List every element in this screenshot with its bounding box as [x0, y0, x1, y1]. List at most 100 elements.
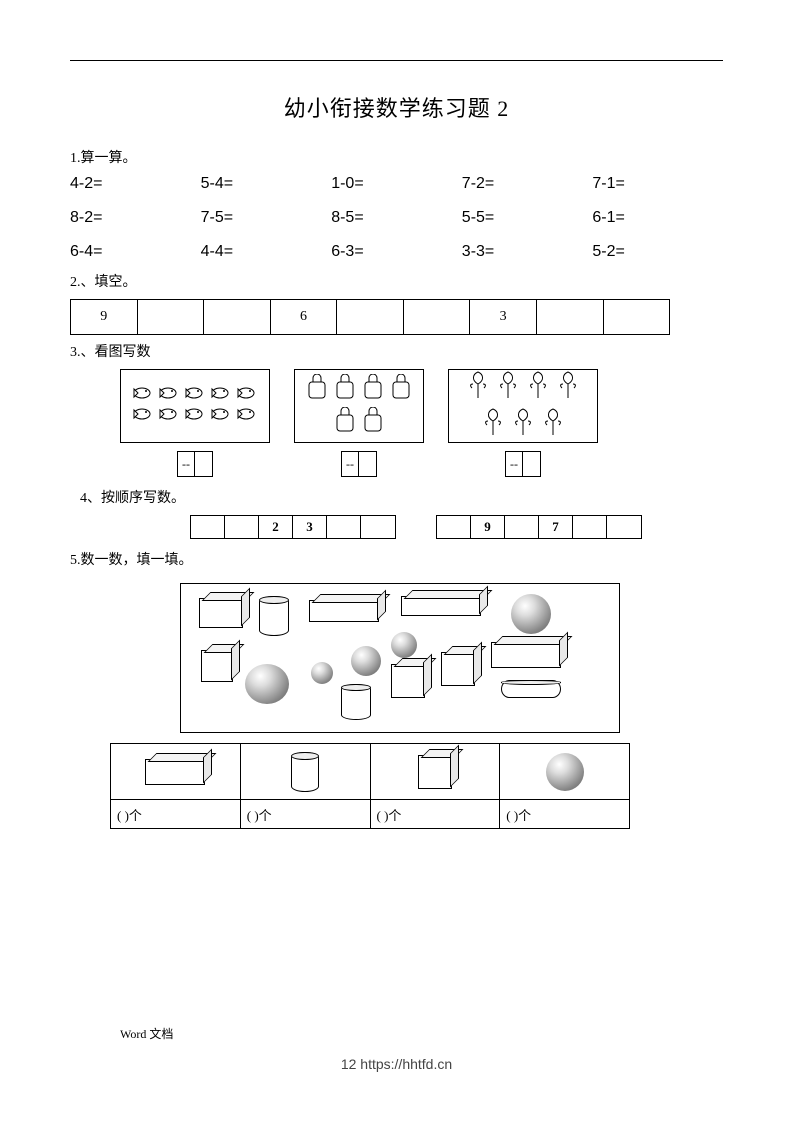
sphere-shape — [391, 632, 417, 658]
fill-cell[interactable] — [204, 300, 271, 334]
sphere-answer[interactable]: ( )个 — [500, 800, 629, 828]
section3-label: 3.、看图写数 — [70, 341, 723, 361]
cube-answer[interactable]: ( )个 — [371, 800, 500, 828]
sequence-table-2: 97 — [436, 515, 642, 539]
cuboid-shape — [491, 642, 561, 668]
pictograph-icon — [525, 370, 551, 405]
cuboid-shape — [309, 600, 379, 622]
section1-label: 1.算一算。 — [70, 147, 723, 167]
arith-item: 6-1= — [592, 209, 723, 227]
arith-item: 4-4= — [201, 243, 332, 261]
fill-blank-row: 9 6 3 — [70, 299, 670, 335]
fill-cell[interactable] — [604, 300, 670, 334]
picture-answer-row: -- -- -- — [120, 451, 723, 477]
pictograph-icon — [210, 407, 232, 426]
seq-cell[interactable] — [573, 516, 607, 538]
arith-item: 7-1= — [592, 175, 723, 193]
answer-box-2[interactable]: -- — [341, 451, 377, 477]
answer-box-3[interactable]: -- — [505, 451, 541, 477]
sphere-shape — [245, 664, 289, 704]
cuboid-icon — [145, 759, 205, 785]
arith-item: 6-4= — [70, 243, 201, 261]
worksheet-page: 幼小衔接数学练习题 2 1.算一算。 4-2=5-4=1-0=7-2=7-1=8… — [0, 0, 793, 1122]
sphere-icon — [546, 753, 584, 791]
arith-item: 1-0= — [331, 175, 462, 193]
top-rule — [70, 60, 723, 61]
fill-cell[interactable] — [138, 300, 205, 334]
pictograph-icon — [361, 374, 385, 405]
seq-cell[interactable] — [327, 516, 361, 538]
seq-cell[interactable]: 3 — [293, 516, 327, 538]
answer-box-1[interactable]: -- — [177, 451, 213, 477]
pictograph-icon — [480, 407, 506, 442]
pictograph-icon — [361, 407, 385, 438]
seq-cell[interactable] — [191, 516, 225, 538]
fill-cell[interactable]: 9 — [71, 300, 138, 334]
pictograph-icon — [132, 407, 154, 426]
section4-label: 4、按顺序写数。 — [80, 487, 723, 507]
footer-word: Word 文档 — [120, 1025, 173, 1042]
fill-cell[interactable] — [337, 300, 404, 334]
cylinder-shape — [501, 680, 561, 698]
seq-cell[interactable] — [437, 516, 471, 538]
pictograph-icon — [389, 374, 413, 405]
cylinder-answer[interactable]: ( )个 — [241, 800, 370, 828]
arith-item: 5-5= — [462, 209, 593, 227]
arith-item: 3-3= — [462, 243, 593, 261]
pictograph-icon — [510, 407, 536, 442]
fill-cell[interactable]: 3 — [470, 300, 537, 334]
arith-item: 8-5= — [331, 209, 462, 227]
pictograph-icon — [236, 407, 258, 426]
category-sphere: ( )个 — [500, 744, 629, 828]
picture-box-3 — [448, 369, 598, 443]
cube-shape — [201, 650, 233, 682]
category-table: ( )个 ( )个 ( )个 ( )个 — [110, 743, 630, 829]
picture-box-1 — [120, 369, 270, 443]
seq-cell[interactable] — [505, 516, 539, 538]
pictograph-icon — [158, 407, 180, 426]
pictograph-icon — [305, 374, 329, 405]
cylinder-icon — [291, 752, 319, 792]
pictograph-icon — [555, 370, 581, 405]
cylinder-shape — [341, 684, 371, 720]
cube-shape — [391, 664, 425, 698]
pictograph-icon — [236, 386, 258, 405]
sphere-shape — [311, 662, 333, 684]
sphere-shape — [351, 646, 381, 676]
page-title: 幼小衔接数学练习题 2 — [70, 91, 723, 123]
fill-cell[interactable] — [404, 300, 471, 334]
fill-cell[interactable] — [537, 300, 604, 334]
picture-row — [120, 369, 723, 443]
arith-item: 4-2= — [70, 175, 201, 193]
cuboid-shape — [401, 596, 481, 616]
category-cube: ( )个 — [371, 744, 501, 828]
shapes-box — [180, 583, 620, 733]
pictograph-icon — [333, 407, 357, 438]
category-cylinder: ( )个 — [241, 744, 371, 828]
fill-cell[interactable]: 6 — [271, 300, 338, 334]
sequence-row: 23 97 — [190, 515, 723, 539]
seq-cell[interactable]: 9 — [471, 516, 505, 538]
seq-cell[interactable]: 7 — [539, 516, 573, 538]
pictograph-icon — [184, 407, 206, 426]
seq-cell[interactable] — [607, 516, 641, 538]
pictograph-icon — [158, 386, 180, 405]
pictograph-icon — [465, 370, 491, 405]
footer-url: 12 https://hhtfd.cn — [0, 1056, 793, 1072]
section5-label: 5.数一数，填一填。 — [70, 549, 723, 569]
sphere-shape — [511, 594, 551, 634]
seq-cell[interactable] — [225, 516, 259, 538]
seq-cell[interactable]: 2 — [259, 516, 293, 538]
section2-label: 2.、填空。 — [70, 271, 723, 291]
cube-icon — [418, 755, 452, 789]
cuboid-answer[interactable]: ( )个 — [111, 800, 240, 828]
cylinder-shape — [259, 596, 289, 636]
picture-box-2 — [294, 369, 424, 443]
pictograph-icon — [540, 407, 566, 442]
pictograph-icon — [495, 370, 521, 405]
cube-shape — [441, 652, 475, 686]
arith-item: 5-4= — [201, 175, 332, 193]
arith-item: 6-3= — [331, 243, 462, 261]
arith-item: 5-2= — [592, 243, 723, 261]
seq-cell[interactable] — [361, 516, 395, 538]
